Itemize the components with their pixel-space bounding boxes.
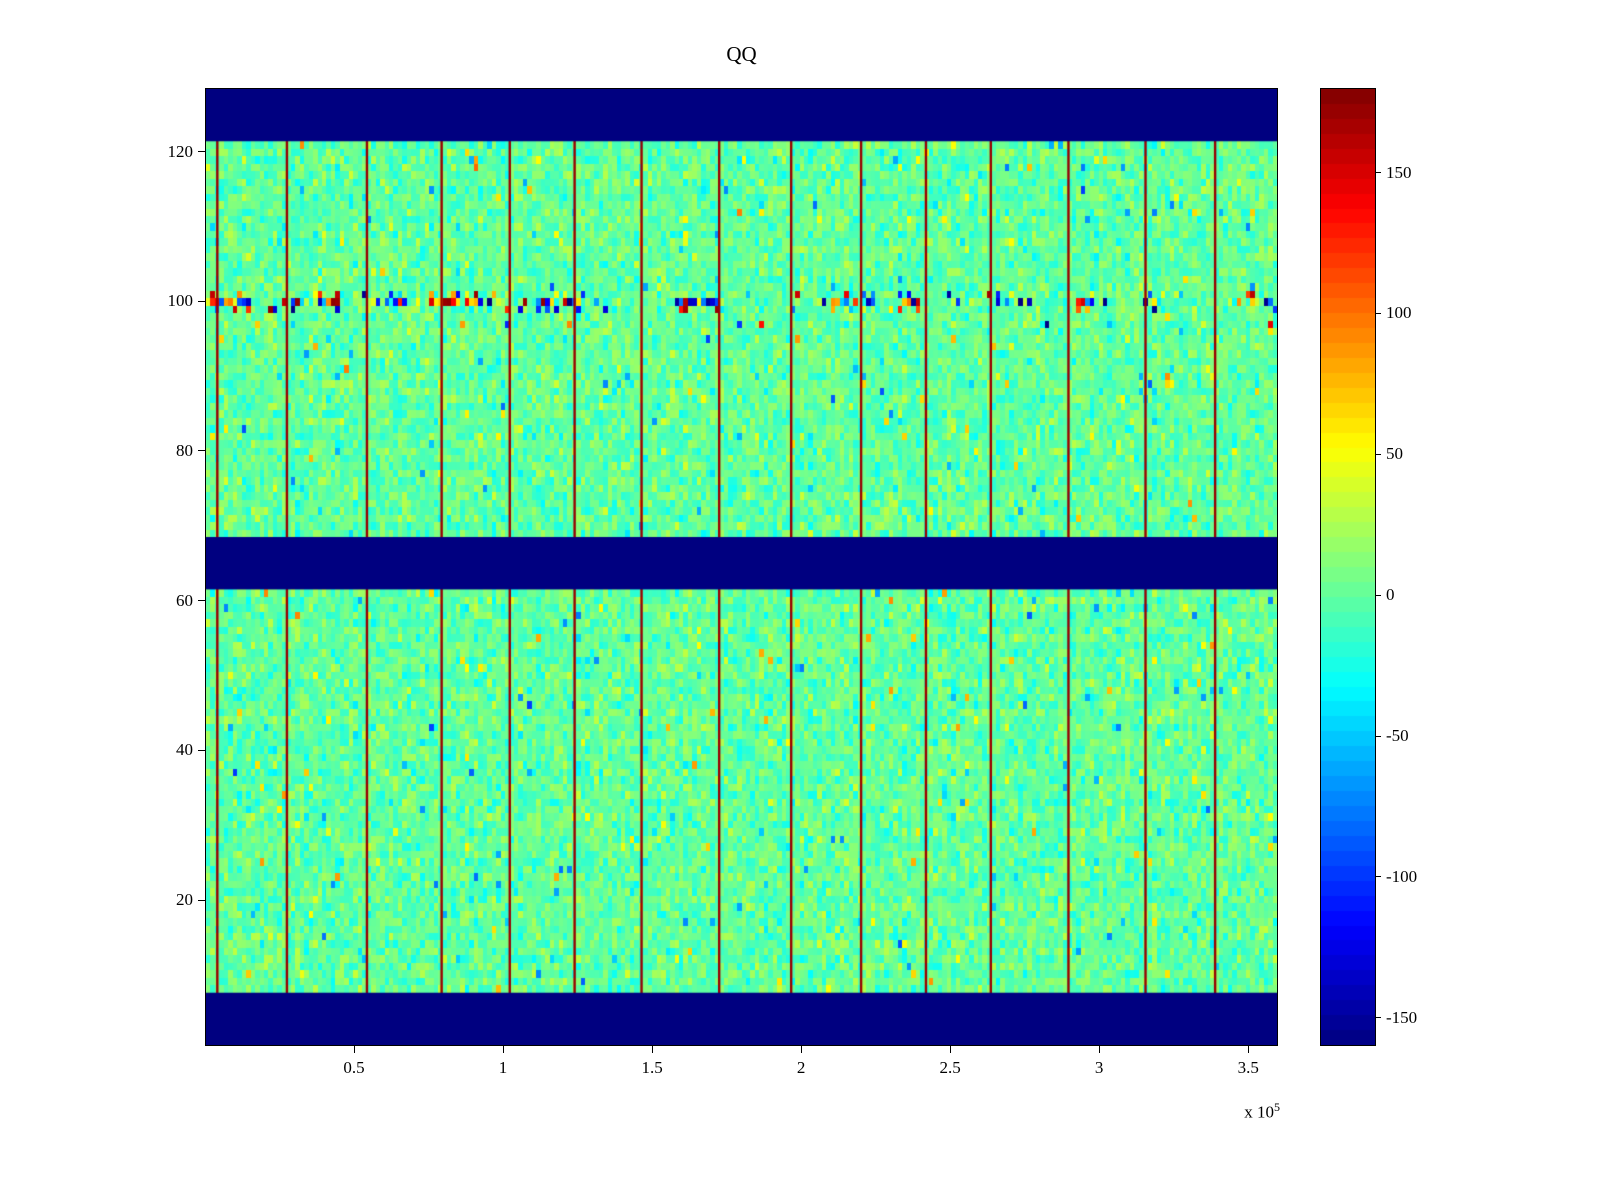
heatmap-canvas — [206, 89, 1277, 1045]
y-tick-mark — [198, 749, 205, 751]
colorbar-canvas — [1321, 89, 1375, 1045]
x-axis-exponent-label: x 105 — [1150, 1100, 1280, 1123]
x-exponent-base: x 10 — [1244, 1102, 1274, 1122]
colorbar-tick-mark — [1376, 876, 1381, 878]
x-tick-mark — [353, 1046, 355, 1053]
colorbar-tick-mark — [1376, 1017, 1381, 1019]
y-tick-label: 100 — [167, 291, 194, 311]
x-exponent-power: 5 — [1274, 1100, 1280, 1114]
colorbar-tick-label: 100 — [1386, 303, 1412, 323]
colorbar-tick-mark — [1376, 172, 1381, 174]
y-tick-label: 60 — [176, 590, 193, 610]
y-tick-mark — [198, 899, 205, 901]
y-tick-mark — [198, 600, 205, 602]
colorbar-tick-mark — [1376, 735, 1381, 737]
y-tick-label: 40 — [176, 740, 193, 760]
colorbar-tick-mark — [1376, 594, 1381, 596]
colorbar-tick-label: -50 — [1386, 726, 1409, 746]
x-tick-mark — [949, 1046, 951, 1053]
x-tick-label: 3 — [1094, 1058, 1104, 1077]
x-tick-mark — [1098, 1046, 1100, 1053]
colorbar-tick-mark — [1376, 453, 1381, 455]
x-tick-label: 2.5 — [939, 1058, 961, 1077]
y-tick-label: 20 — [176, 890, 193, 910]
y-tick-label: 120 — [167, 141, 194, 161]
colorbar — [1320, 88, 1376, 1046]
x-tick-label: 2 — [796, 1058, 806, 1077]
colorbar-tick-label: 50 — [1386, 444, 1403, 464]
colorbar-tick-label: -100 — [1386, 866, 1418, 886]
x-tick-label: 1.5 — [641, 1058, 663, 1077]
colorbar-tick-mark — [1376, 312, 1381, 314]
x-tick-mark — [651, 1046, 653, 1053]
x-tick-mark — [1247, 1046, 1249, 1053]
x-tick-mark — [800, 1046, 802, 1053]
y-tick-label: 80 — [176, 440, 193, 460]
colorbar-tick-label: -150 — [1386, 1007, 1418, 1027]
y-tick-mark — [198, 450, 205, 452]
plot-area — [205, 88, 1278, 1046]
plot-title: QQ — [726, 42, 757, 66]
colorbar-tick-label: 150 — [1386, 162, 1412, 182]
x-tick-label: 1 — [498, 1058, 508, 1077]
x-tick-label: 3.5 — [1237, 1058, 1259, 1077]
colorbar-tick-label: 0 — [1386, 585, 1395, 605]
y-tick-mark — [198, 300, 205, 302]
y-tick-mark — [198, 151, 205, 153]
x-tick-label: 0.5 — [343, 1058, 365, 1077]
x-tick-mark — [502, 1046, 504, 1053]
